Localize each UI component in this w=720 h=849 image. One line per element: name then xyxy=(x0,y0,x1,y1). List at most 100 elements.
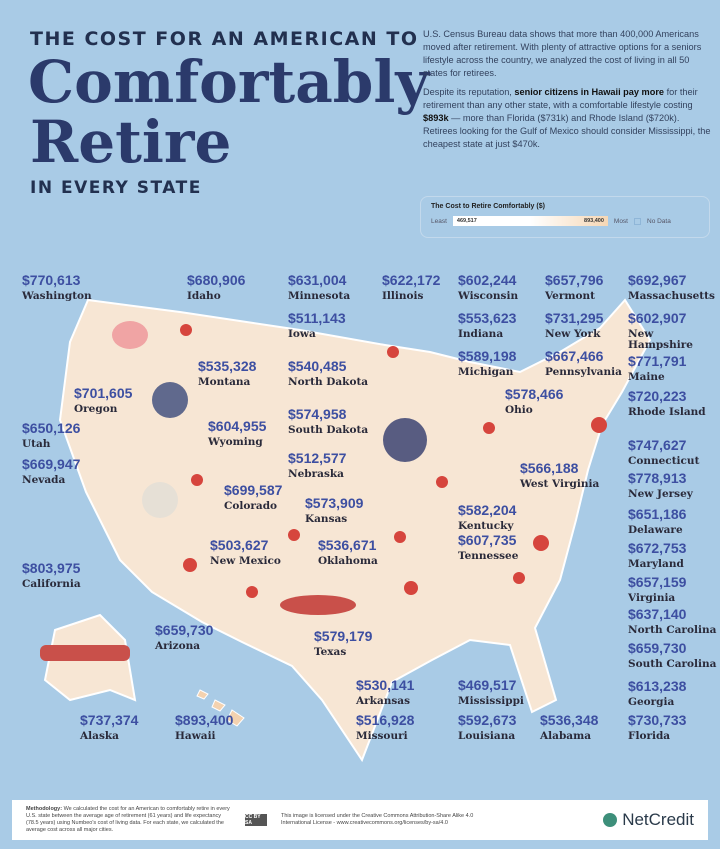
state-name: Colorado xyxy=(224,500,278,512)
intro-paragraph-1: U.S. Census Bureau data shows that more … xyxy=(423,29,702,78)
state-name: Nevada xyxy=(22,474,66,486)
state-value: $680,906 xyxy=(187,272,246,288)
state-value: $669,947 xyxy=(22,456,81,472)
legend-title: The Cost to Retire Comfortably ($) xyxy=(431,203,545,210)
state-value: $622,172 xyxy=(382,272,441,288)
state-name: South Carolina xyxy=(628,658,717,670)
state-name: Utah xyxy=(22,438,51,450)
state-name: Minnesota xyxy=(288,290,351,302)
state-label-iowa: $511,143 Iowa xyxy=(288,310,346,340)
legend-gradient: 469,517 893,400 xyxy=(452,216,608,226)
state-label-new-jersey: $778,913 New Jersey xyxy=(628,470,693,500)
state-label-new-hampshire: $602,907 New Hampshire xyxy=(628,310,718,351)
state-label-tennessee: $607,735 Tennessee xyxy=(458,532,518,562)
state-label-louisiana: $592,673 Louisiana xyxy=(458,712,516,742)
state-label-oklahoma: $536,671 Oklahoma xyxy=(318,537,378,567)
state-value: $699,587 xyxy=(224,482,283,498)
state-name: Massachusetts xyxy=(628,290,715,302)
state-value: $659,730 xyxy=(628,640,687,656)
state-label-idaho: $680,906 Idaho xyxy=(187,272,245,302)
state-value: $607,735 xyxy=(458,532,517,548)
state-value: $512,577 xyxy=(288,450,347,466)
title-line-4: IN EVERY STATE xyxy=(30,178,202,198)
methodology-text: We calculated the cost for an American t… xyxy=(26,806,230,833)
text: for their retirement than any other stat… xyxy=(423,87,698,110)
state-value: $516,928 xyxy=(356,712,415,728)
state-label-maryland: $672,753 Maryland xyxy=(628,540,686,570)
netcredit-logo: NetCredit xyxy=(603,810,694,830)
state-name: Delaware xyxy=(628,524,683,536)
state-label-north-dakota: $540,485 North Dakota xyxy=(288,358,368,388)
state-name: Idaho xyxy=(187,290,221,302)
state-name: Tennessee xyxy=(458,550,519,562)
state-name: Michigan xyxy=(458,366,514,378)
state-label-new-mexico: $503,627 New Mexico xyxy=(210,537,281,567)
state-label-utah: $650,126 Utah xyxy=(22,420,80,450)
cc-license-badge: CC BY SA xyxy=(245,814,267,826)
state-name: New Hampshire xyxy=(628,328,693,351)
state-value: $720,223 xyxy=(628,388,687,404)
state-name: Wisconsin xyxy=(458,290,519,302)
text: Despite its reputation, xyxy=(423,87,515,97)
title-line-1: THE COST FOR AN AMERICAN TO xyxy=(30,28,419,50)
license-text: This image is licensed under the Creativ… xyxy=(281,813,474,826)
intro-paragraph-2: Despite its reputation, senior citizens … xyxy=(423,86,713,151)
state-value: $651,186 xyxy=(628,506,687,522)
state-label-wyoming: $604,955 Wyoming xyxy=(208,418,266,448)
state-name: North Carolina xyxy=(628,624,717,636)
state-name: North Dakota xyxy=(288,376,369,388)
map-pins xyxy=(180,324,607,598)
state-name: Alaska xyxy=(80,730,119,742)
retiree-couple-illustration xyxy=(383,418,427,462)
state-name: Hawaii xyxy=(175,730,216,742)
state-value: $602,244 xyxy=(458,272,517,288)
state-value: $770,613 xyxy=(22,272,81,288)
state-name: Kentucky xyxy=(458,520,514,532)
state-value: $667,466 xyxy=(545,348,604,364)
state-value: $747,627 xyxy=(628,437,687,453)
brand-name: NetCredit xyxy=(622,810,694,829)
state-name: Maine xyxy=(628,371,665,383)
state-label-connecticut: $747,627 Connecticut xyxy=(628,437,699,467)
legend-no-data: No Data xyxy=(647,217,671,225)
no-data-swatch xyxy=(634,217,641,225)
state-value: $530,141 xyxy=(356,677,415,693)
state-label-arkansas: $530,141 Arkansas xyxy=(356,677,414,707)
boat-illustration xyxy=(40,645,130,661)
state-name: Illinois xyxy=(382,290,424,302)
state-value: $737,374 xyxy=(80,712,139,728)
state-label-hawaii: $893,400 Hawaii xyxy=(175,712,233,742)
state-name: Montana xyxy=(198,376,251,388)
state-name: California xyxy=(22,578,81,590)
state-name: Wyoming xyxy=(208,436,263,448)
state-value: $553,623 xyxy=(458,310,517,326)
state-label-kansas: $573,909 Kansas xyxy=(305,495,363,525)
piggy-bank-illustration xyxy=(112,321,148,349)
state-label-arizona: $659,730 Arizona xyxy=(155,622,213,652)
state-value: $582,204 xyxy=(458,502,517,518)
cowboy-hat-illustration xyxy=(280,595,356,615)
state-name: Arkansas xyxy=(356,695,411,707)
state-name: Oklahoma xyxy=(318,555,378,567)
state-label-delaware: $651,186 Delaware xyxy=(628,506,686,536)
state-name: Washington xyxy=(22,290,92,302)
state-name: Indiana xyxy=(458,328,504,340)
golfer-illustration xyxy=(142,482,178,518)
legend-min: 469,517 xyxy=(456,218,477,224)
state-label-south-dakota: $574,958 South Dakota xyxy=(288,406,368,436)
state-label-kentucky: $582,204 Kentucky xyxy=(458,502,516,532)
state-value: $592,673 xyxy=(458,712,517,728)
state-name: South Dakota xyxy=(288,424,369,436)
state-label-north-carolina: $637,140 North Carolina xyxy=(628,606,716,636)
state-name: Nebraska xyxy=(288,468,344,480)
methodology-label: Methodology: xyxy=(26,806,63,812)
state-label-florida: $730,733 Florida xyxy=(628,712,686,742)
legend: The Cost to Retire Comfortably ($) Least… xyxy=(420,196,710,238)
state-value: $589,198 xyxy=(458,348,517,364)
state-value: $672,753 xyxy=(628,540,687,556)
state-name: Arizona xyxy=(155,640,201,652)
state-label-indiana: $553,623 Indiana xyxy=(458,310,516,340)
state-value: $692,967 xyxy=(628,272,687,288)
state-value: $566,188 xyxy=(520,460,579,476)
state-label-nebraska: $512,577 Nebraska xyxy=(288,450,346,480)
